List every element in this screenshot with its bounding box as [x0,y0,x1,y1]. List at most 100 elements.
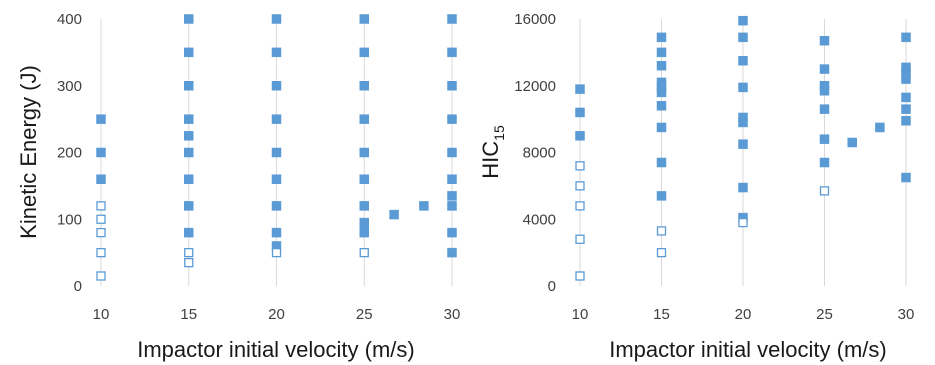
data-point-filled [359,81,369,91]
data-point-filled [389,209,399,220]
data-point-filled [184,81,194,91]
data-point-filled [96,114,106,124]
data-point-filled [738,55,748,66]
data-point-hollow [96,247,106,258]
data-point-filled [738,15,748,26]
data-point-filled [656,47,667,58]
data-point-hollow [819,186,830,196]
data-point-filled [656,157,667,168]
data-point-filled [738,139,748,149]
data-point-filled [271,201,282,211]
data-point-filled [184,147,194,158]
y-tick-label: 12000 [514,78,556,95]
y-tick-label: 4000 [523,211,556,228]
data-point-hollow [575,181,585,191]
data-point-filled [359,47,369,58]
x-tick-label: 10 [572,306,589,323]
data-point-filled [184,201,194,211]
data-point-filled [738,117,748,128]
data-point-filled [359,227,369,238]
data-point-filled [819,104,830,114]
data-point-hollow [656,247,667,258]
data-point-filled [359,14,369,24]
data-point-hollow [575,234,585,244]
data-point-filled [656,60,667,71]
data-point-filled [96,147,106,158]
data-point-filled [271,47,282,58]
data-point-filled [656,122,667,133]
data-point-filled [271,147,282,158]
data-point-hollow [271,247,282,258]
data-point-filled [447,191,457,201]
data-point-filled [184,174,194,184]
y-tick-label: 100 [57,211,82,228]
y-axis-title: HIC15 [478,125,507,179]
data-point-filled [447,81,457,91]
data-point-filled [575,84,585,94]
data-point-filled [819,157,830,168]
y-tick-label: 400 [57,11,82,28]
data-point-filled [271,81,282,91]
data-point-filled [575,107,585,118]
x-tick-label: 15 [653,306,670,323]
data-point-hollow [359,247,369,258]
data-points [96,14,457,281]
data-point-filled [359,174,369,184]
data-point-filled [447,47,457,58]
chart-kinetic-energy: 0 100 200 300 400 10 15 20 25 30 Kinetic Energy … [16,11,460,362]
data-point-filled [184,47,194,58]
y-axis-title-main: HIC [478,141,503,179]
y-tick-labels: 0 100 200 300 400 [57,11,82,295]
data-point-filled [901,116,911,126]
data-point-filled [359,147,369,158]
data-point-filled [447,201,457,211]
data-point-filled [447,227,457,238]
x-axis-title: Impactor initial velocity (m/s) [137,337,415,362]
data-points [575,15,911,281]
data-point-filled [819,64,830,74]
data-point-filled [575,131,585,141]
x-tick-label: 10 [93,306,110,323]
x-axis-title: Impactor initial velocity (m/s) [609,337,887,362]
data-point-hollow [184,257,194,268]
y-tick-label: 200 [57,145,82,162]
data-point-filled [271,14,282,24]
y-tick-labels: 0 4000 8000 12000 16000 [514,11,556,295]
data-point-hollow [96,201,106,211]
data-point-hollow [656,226,667,236]
data-point-filled [447,114,457,124]
data-point-filled [656,191,667,201]
data-point-filled [447,147,457,158]
data-point-filled [819,35,830,46]
data-point-filled [271,114,282,124]
data-point-filled [447,174,457,184]
data-point-hollow [575,161,585,171]
x-tick-label: 20 [735,306,752,323]
y-tick-label: 16000 [514,11,556,28]
data-point-filled [184,114,194,124]
data-point-filled [819,86,830,96]
data-point-filled [656,101,667,111]
x-tick-label: 25 [356,306,373,323]
x-tick-label: 15 [180,306,197,323]
y-axis-title: Kinetic Energy (J) [16,65,41,239]
data-point-hollow [575,201,585,211]
y-tick-label: 0 [548,278,556,295]
data-point-filled [656,87,667,98]
data-point-filled [656,32,667,43]
data-point-hollow [184,247,194,258]
y-tick-label: 8000 [523,145,556,162]
data-point-filled [875,122,885,133]
data-point-filled [901,172,911,183]
data-point-hollow [738,217,748,228]
data-point-filled [447,14,457,24]
data-point-filled [819,134,830,144]
data-point-filled [184,227,194,238]
x-tick-label: 30 [898,306,915,323]
data-point-hollow [96,271,106,281]
data-point-filled [738,32,748,43]
data-point-filled [184,131,194,141]
x-tick-labels: 10 15 20 25 30 [572,306,915,323]
